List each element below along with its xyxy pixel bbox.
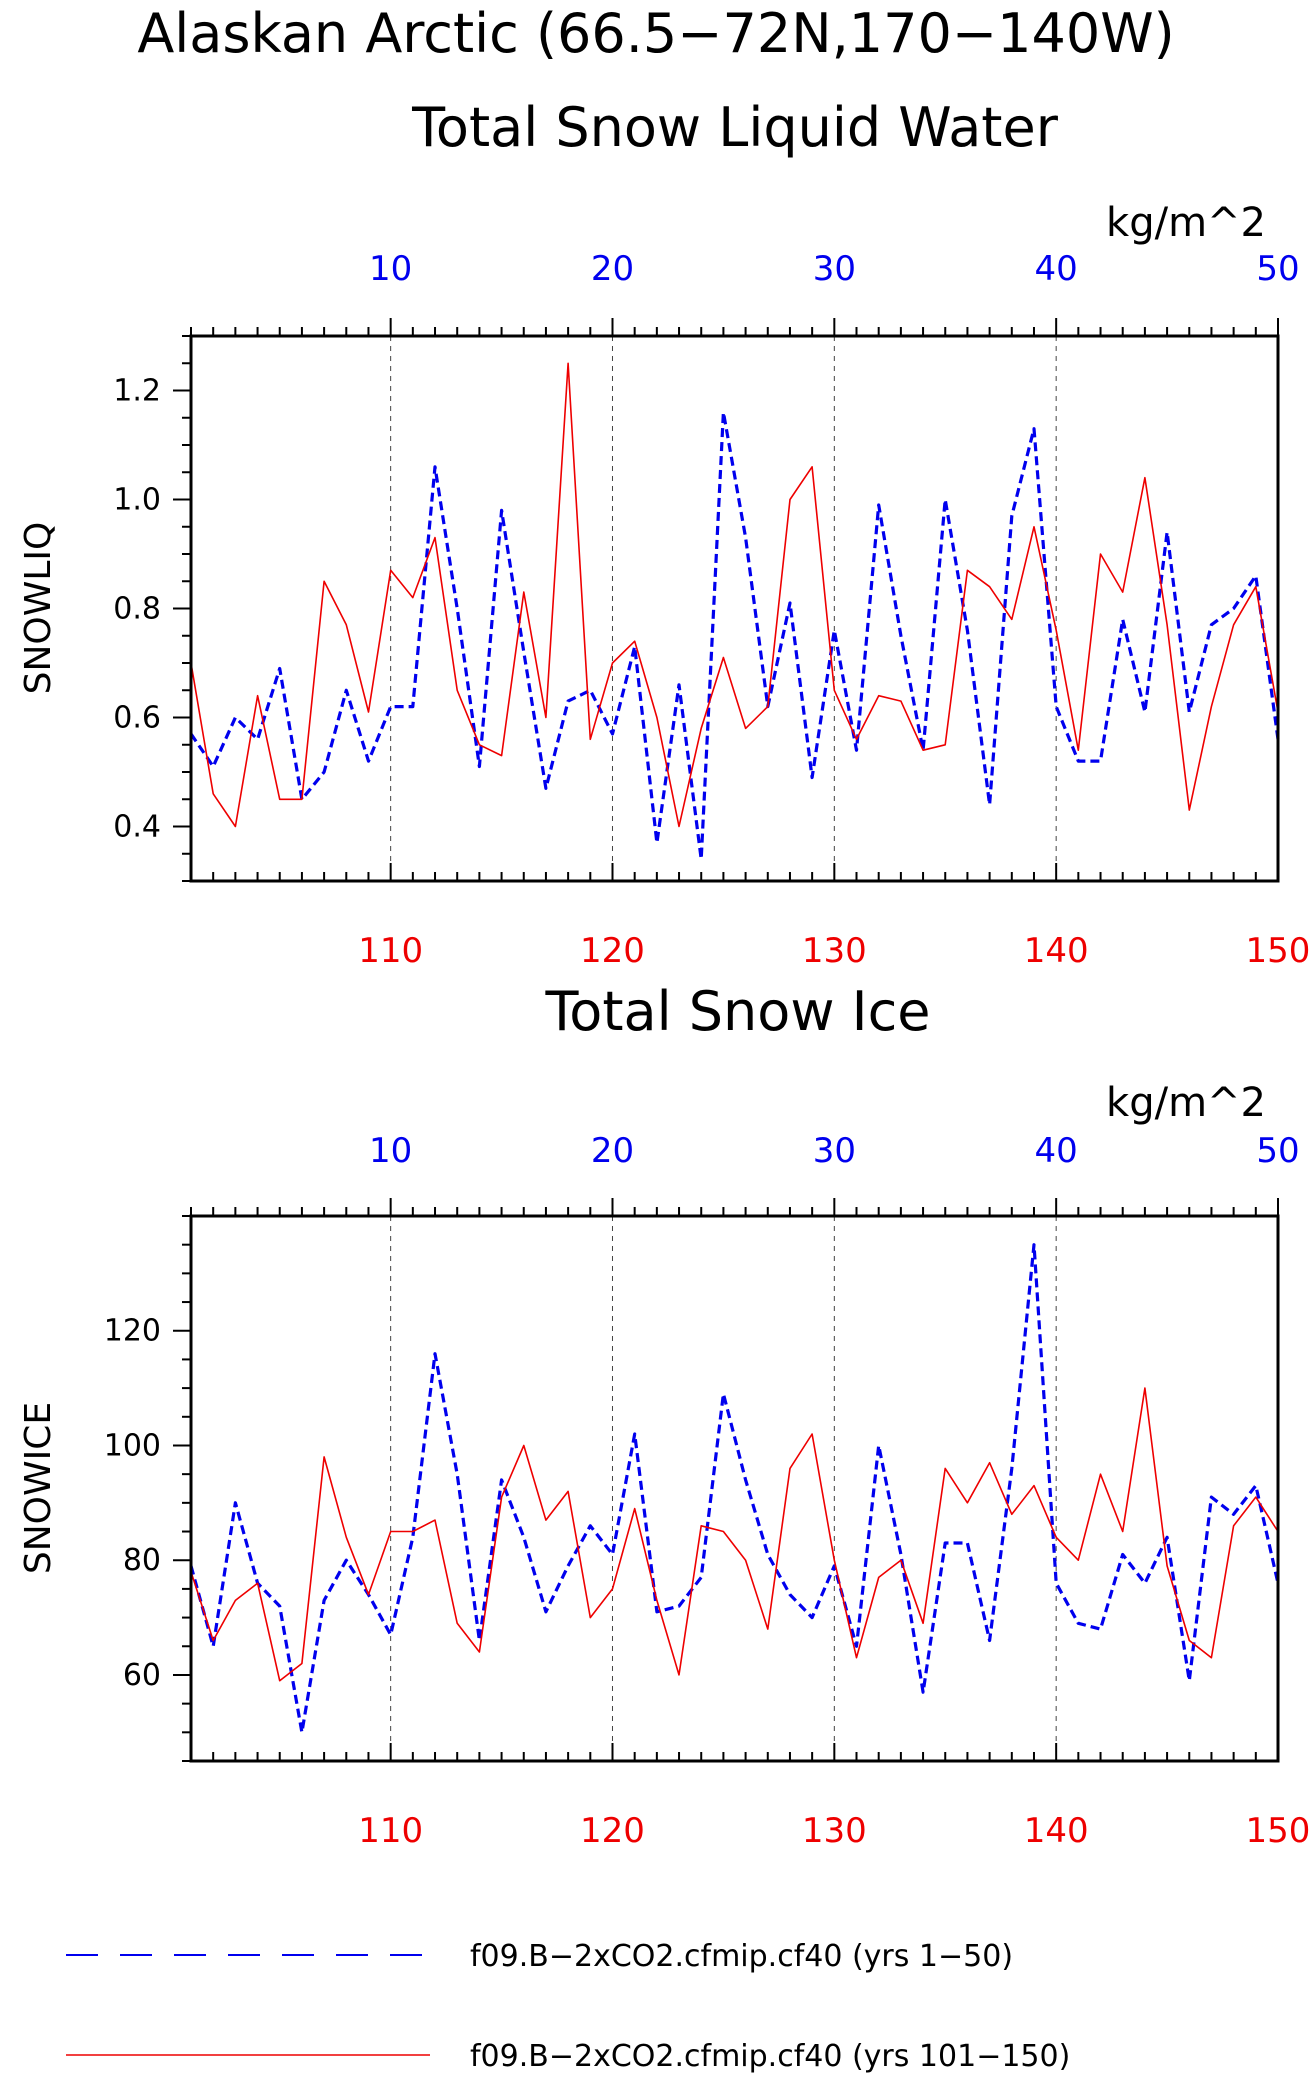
x-tick-label-bottom: 110 (358, 1811, 423, 1851)
y-tick-label: 1.2 (113, 374, 161, 409)
y-tick-label: 60 (123, 1658, 161, 1693)
top-axis-unit: kg/m^2 (1106, 200, 1266, 246)
x-tick-label-top: 40 (1035, 249, 1078, 289)
y-axis-label: SNOWICE (18, 1402, 59, 1574)
y-tick-label: 80 (123, 1543, 161, 1578)
top-axis-unit: kg/m^2 (1106, 1080, 1266, 1126)
x-tick-label-top: 30 (813, 249, 856, 289)
y-tick-label: 100 (104, 1428, 161, 1463)
y-tick-label: 120 (104, 1314, 161, 1349)
plot-frame (189, 1214, 1280, 1763)
x-tick-label-bottom: 140 (1024, 931, 1089, 971)
y-tick-label: 0.4 (113, 810, 161, 845)
y-tick-label: 0.6 (113, 701, 161, 736)
plot-frame (189, 334, 1280, 883)
series-line-yrs-1-50 (189, 1243, 1280, 1734)
figure-title-line1: Alaskan Arctic (66.5−72N,170−140W) (137, 2, 1174, 65)
x-tick-label-top: 40 (1035, 1131, 1078, 1171)
series-line-yrs-1-50 (189, 410, 1280, 861)
legend-label-2: f09.B−2xCO2.cfmip.cf40 (yrs 101−150) (470, 2039, 1070, 2074)
x-tick-label-top: 50 (1256, 249, 1299, 289)
panel2-title: Total Snow Ice (545, 980, 931, 1043)
x-tick-label-top: 20 (591, 1131, 634, 1171)
x-tick-label-bottom: 130 (802, 931, 867, 971)
panel-snowliq: 0.4 0.6 0.8 1.0 1.2 110 120 130 140 150 10 20 30 40 50… (18, 200, 1310, 971)
figure-title-line2: Total Snow Liquid Water (411, 96, 1059, 159)
x-tick-label-bottom: 130 (802, 1811, 867, 1851)
x-tick-label-bottom: 120 (580, 1811, 645, 1851)
x-tick-label-bottom: 150 (1246, 931, 1311, 971)
x-tick-label-top: 20 (591, 249, 634, 289)
series-line-yrs-101-150 (190, 1387, 1279, 1682)
legend: f09.B−2xCO2.cfmip.cf40 (yrs 1−50) f09.B−… (66, 1939, 1070, 2074)
y-tick-label: 0.8 (113, 592, 161, 627)
legend-label-1: f09.B−2xCO2.cfmip.cf40 (yrs 1−50) (470, 1939, 1013, 1974)
series-line-yrs-101-150 (190, 362, 1279, 828)
x-tick-label-top: 30 (813, 1131, 856, 1171)
x-tick-label-top: 50 (1256, 1131, 1299, 1171)
x-tick-label-bottom: 150 (1246, 1811, 1311, 1851)
x-tick-label-bottom: 120 (580, 931, 645, 971)
panel-snowice: 60 80 100 120 110 120 130 140 150 10 20 30 40 50 kg/m^… (18, 1080, 1310, 1851)
y-tick-label: 1.0 (113, 483, 161, 518)
x-tick-label-top: 10 (369, 249, 412, 289)
x-tick-label-top: 10 (369, 1131, 412, 1171)
x-tick-label-bottom: 140 (1024, 1811, 1089, 1851)
x-tick-label-bottom: 110 (358, 931, 423, 971)
y-axis-label: SNOWLIQ (18, 522, 59, 695)
